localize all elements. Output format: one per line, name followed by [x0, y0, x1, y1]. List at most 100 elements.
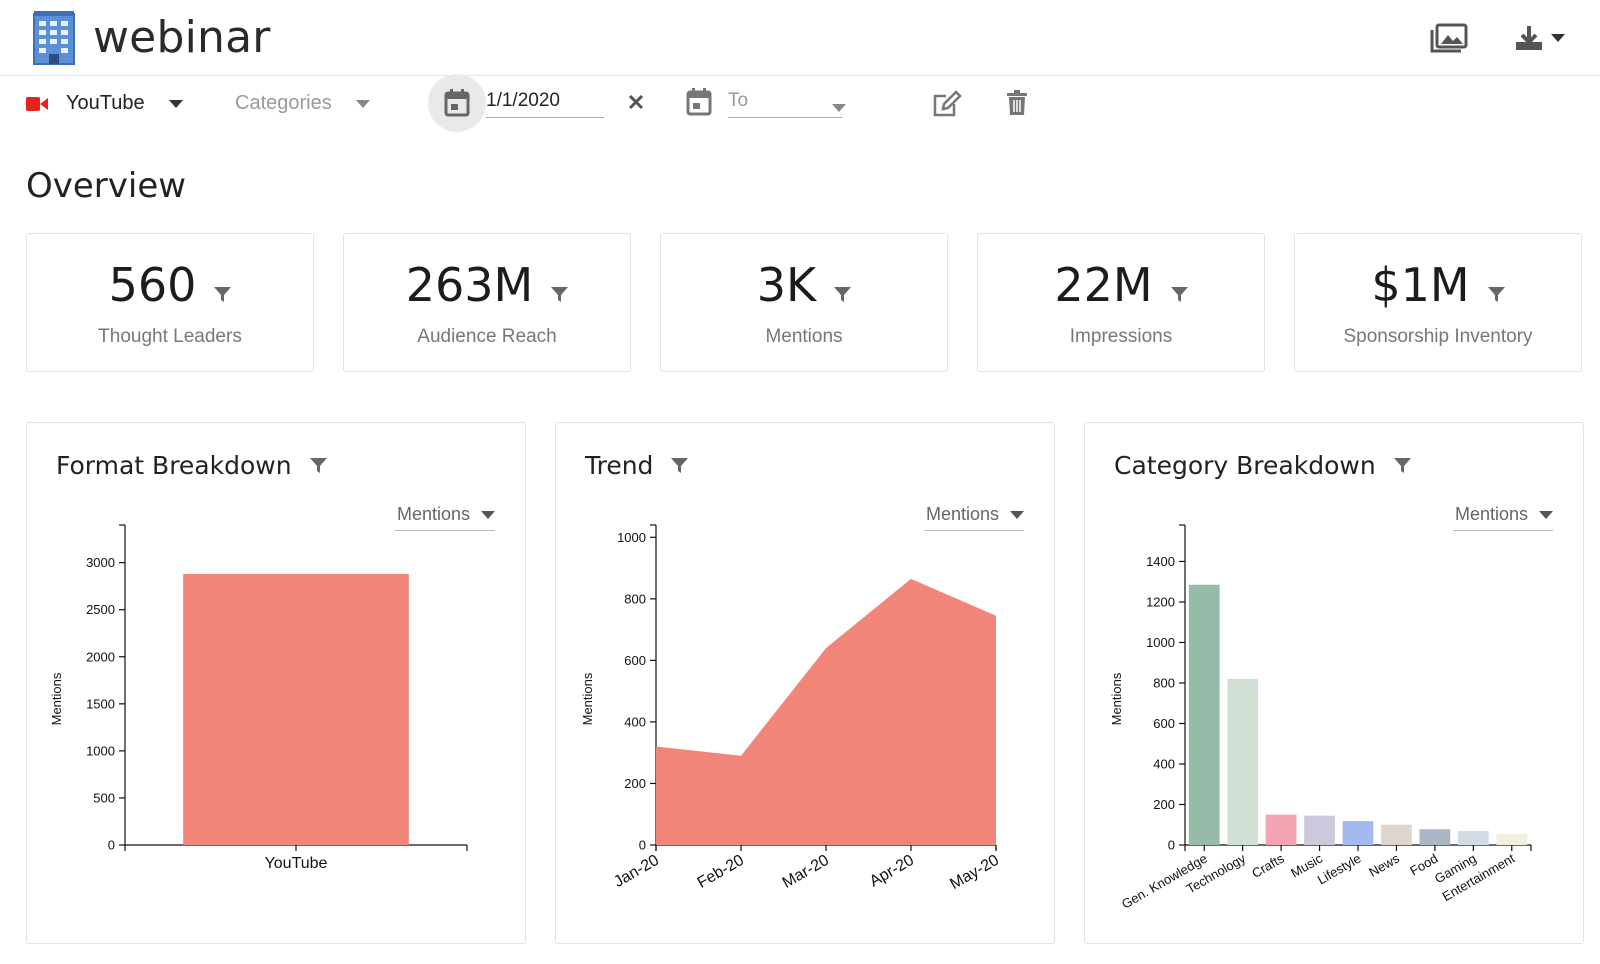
- stat-label: Sponsorship Inventory: [1343, 326, 1533, 347]
- date-from-input[interactable]: 1/1/2020: [486, 88, 604, 118]
- platform-label: YouTube: [66, 92, 145, 114]
- filter-icon[interactable]: [1393, 451, 1411, 480]
- x-tick-label: News: [1366, 850, 1402, 879]
- y-tick-label: 0: [1168, 838, 1175, 853]
- y-tick-label: 1000: [1146, 635, 1175, 650]
- categories-select[interactable]: Categories: [235, 92, 370, 115]
- bar: [1265, 814, 1297, 845]
- stat-value: 263M: [405, 258, 534, 312]
- bar: [1342, 821, 1374, 845]
- trash-icon: [1007, 90, 1027, 115]
- filter-icon[interactable]: [1170, 260, 1188, 314]
- bar: [1188, 584, 1220, 845]
- y-tick-label: 2000: [86, 649, 115, 664]
- chevron-down-icon: [355, 99, 370, 108]
- building-icon: [32, 10, 76, 66]
- download-menu-caret[interactable]: [1546, 18, 1570, 58]
- stat-label: Audience Reach: [417, 326, 557, 347]
- metric-select[interactable]: Mentions: [395, 499, 495, 531]
- x-tick-label: Feb-20: [695, 852, 747, 892]
- y-tick-label: 800: [624, 591, 646, 606]
- y-tick-label: 0: [108, 838, 115, 853]
- y-tick-label: 3000: [86, 555, 115, 570]
- chevron-down-icon: [1010, 510, 1024, 519]
- y-axis-label: Mentions: [1109, 672, 1124, 725]
- filter-icon[interactable]: [834, 260, 852, 314]
- download-icon[interactable]: [1508, 18, 1550, 58]
- calendar-icon[interactable]: [686, 88, 712, 116]
- filter-row: YouTube Categories 1/1/2020 To: [0, 74, 1600, 134]
- y-tick-label: 200: [1153, 797, 1175, 812]
- metric-select[interactable]: Mentions: [924, 499, 1024, 531]
- x-tick-label: YouTube: [265, 855, 328, 872]
- y-tick-label: 0: [639, 838, 646, 853]
- metric-select[interactable]: Mentions: [1453, 499, 1553, 531]
- y-tick-label: 1400: [1146, 554, 1175, 569]
- chart-title: Format Breakdown: [56, 451, 292, 480]
- y-tick-label: 1500: [86, 696, 115, 711]
- stat-label: Thought Leaders: [98, 326, 242, 347]
- bar: [1496, 833, 1528, 845]
- y-tick-label: 400: [624, 714, 646, 729]
- y-tick-label: 1000: [617, 530, 646, 545]
- y-tick-label: 500: [93, 790, 115, 805]
- bar: [183, 573, 409, 845]
- stat-value: 560: [108, 258, 197, 312]
- stat-label: Mentions: [765, 326, 843, 347]
- y-tick-label: 400: [1153, 756, 1175, 771]
- calendar-icon[interactable]: [428, 74, 486, 132]
- delete-button[interactable]: [1006, 90, 1028, 116]
- format-breakdown-card: Format Breakdown Mentions 0 500 1000 1500 20…: [26, 422, 526, 944]
- stat-card-impressions: 22M Impressions: [977, 233, 1265, 372]
- chart-title: Category Breakdown: [1114, 451, 1376, 480]
- trend-chart: 0 200 400 600 800 1000 Mentions Jan-20 Feb-20 Mar…: [580, 524, 1002, 893]
- top-bar: webinar: [0, 0, 1600, 76]
- bar: [1457, 830, 1489, 845]
- format-breakdown-chart: 0 500 1000 1500 2000 2500 3000 Mentions YouTube: [49, 524, 468, 872]
- filter-icon[interactable]: [671, 451, 689, 480]
- stat-label: Impressions: [1069, 326, 1173, 347]
- date-to-input[interactable]: To: [728, 88, 842, 118]
- y-tick-label: 600: [1153, 716, 1175, 731]
- bar: [1227, 678, 1259, 845]
- chart-title: Trend: [585, 451, 654, 480]
- x-tick-label: Lifestyle: [1315, 851, 1364, 888]
- overview-title: Overview: [26, 166, 187, 206]
- trend-area: [656, 578, 996, 845]
- category-breakdown-card: Category Breakdown Mentions 0 200 400 600 80…: [1084, 422, 1584, 944]
- y-axis-label: Mentions: [49, 672, 64, 725]
- edit-button[interactable]: [932, 90, 962, 118]
- x-tick-label: Jan-20: [611, 852, 662, 891]
- app-title: webinar: [93, 12, 271, 63]
- filter-icon[interactable]: [214, 260, 232, 314]
- metric-label: Mentions: [1455, 504, 1529, 524]
- chevron-down-icon[interactable]: [832, 104, 846, 112]
- filter-icon[interactable]: [551, 260, 569, 314]
- clear-date-button[interactable]: [628, 94, 644, 110]
- metric-label: Mentions: [926, 504, 1000, 524]
- platform-select[interactable]: YouTube: [26, 92, 183, 115]
- chevron-down-icon: [1539, 510, 1553, 519]
- y-tick-label: 1200: [1146, 594, 1175, 609]
- filter-icon[interactable]: [1487, 260, 1505, 314]
- stat-card-sponsorship-inventory: $1M Sponsorship Inventory: [1294, 233, 1582, 372]
- gallery-icon[interactable]: [1428, 18, 1470, 58]
- chevron-down-icon: [481, 510, 495, 519]
- stat-value: 3K: [756, 258, 817, 312]
- y-tick-label: 200: [624, 776, 646, 791]
- chevron-down-icon: [168, 99, 183, 108]
- bar: [1381, 824, 1412, 845]
- y-tick-label: 1000: [86, 743, 115, 758]
- stat-value: $1M: [1371, 258, 1470, 312]
- x-tick-label: Apr-20: [867, 852, 917, 891]
- categories-placeholder: Categories: [235, 92, 332, 114]
- trend-card: Trend Mentions 0 200 400 600 800 1000 Mentions…: [555, 422, 1055, 944]
- bar: [1304, 815, 1335, 845]
- stat-card-thought-leaders: 560 Thought Leaders: [26, 233, 314, 372]
- stat-value: 22M: [1054, 258, 1153, 312]
- stat-card-audience-reach: 263M Audience Reach: [343, 233, 631, 372]
- filter-icon[interactable]: [309, 451, 327, 480]
- x-tick-label: Crafts: [1249, 850, 1287, 881]
- bar: [1419, 829, 1451, 845]
